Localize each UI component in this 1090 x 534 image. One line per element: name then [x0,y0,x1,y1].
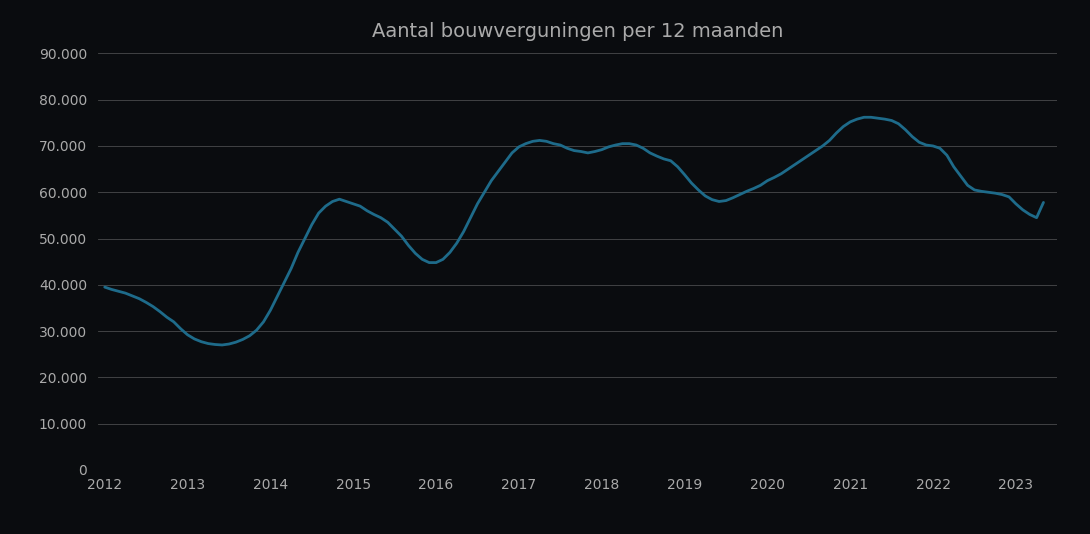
Title: Aantal bouwverguningen per 12 maanden: Aantal bouwverguningen per 12 maanden [372,22,784,41]
